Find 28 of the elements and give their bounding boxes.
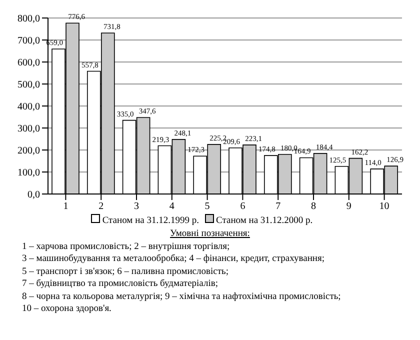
- text: Умовні позначення:: [169, 228, 251, 240]
- text: 8 – чорна та кольорова металургія; 9 – хімічна та нафтохімічна промисловість;: [21, 290, 342, 303]
- y-tick-label: 600,0: [18, 58, 40, 69]
- y-tick-label: 800,0: [18, 14, 40, 25]
- text: 5 – транспорт і зв'язок; 6 – паливна промисловість;: [21, 266, 230, 278]
- x-tick-label: 8: [311, 201, 316, 212]
- x-tick-label: 4: [169, 201, 174, 212]
- x-tick-label: 3: [134, 201, 139, 212]
- x-tick-label: 1: [63, 201, 68, 212]
- y-tick-label: 100,0: [18, 168, 40, 179]
- legend-label: Станом на 31.12.2000 р.: [215, 216, 313, 226]
- x-tick-label: 7: [276, 201, 281, 212]
- x-tick-label: 5: [204, 201, 210, 212]
- legend-label: Станом на 31.12.1999 р.: [101, 216, 199, 226]
- y-tick-label: 300,0: [18, 124, 40, 135]
- text: 1 – харчова промисловість; 2 – внутрішня торгівля;: [21, 240, 231, 253]
- text: 10 – охорона здоров'я.: [21, 303, 112, 316]
- x-tick-label: 10: [379, 201, 390, 212]
- y-tick-label: 400,0: [18, 102, 40, 113]
- y-tick-label: 700,0: [18, 36, 40, 47]
- y-tick-label: 200,0: [18, 146, 40, 157]
- text: 7 – будівництво та промисловість будматеріалів;: [21, 278, 219, 290]
- x-tick-label: 2: [98, 201, 104, 212]
- y-tick-label: 0,0: [28, 190, 40, 201]
- text: 3 – машинобудування та металообробка; 4 – фінанси, кредит, страхування;: [21, 253, 326, 266]
- y-tick-label: 500,0: [18, 80, 40, 91]
- x-tick-label: 6: [240, 201, 246, 212]
- x-tick-label: 9: [346, 201, 352, 212]
